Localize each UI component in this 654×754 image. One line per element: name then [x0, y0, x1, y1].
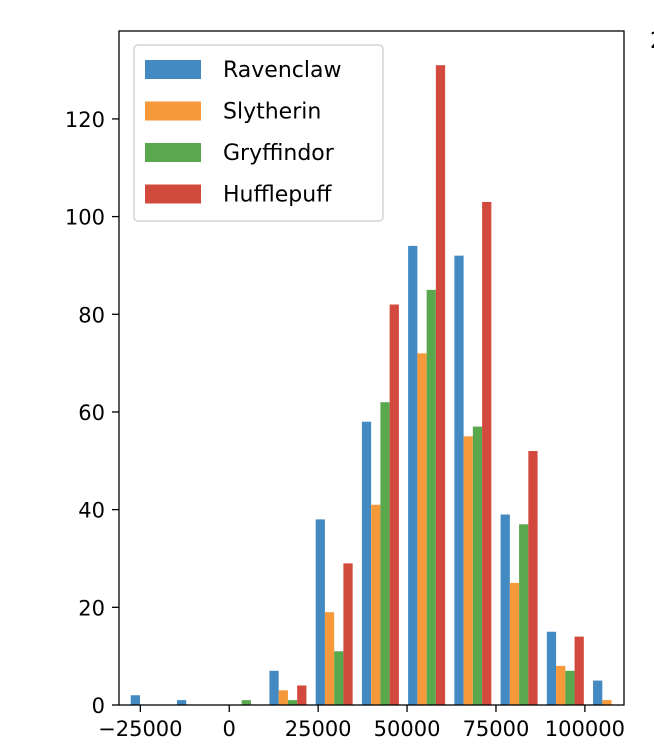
- y-tick-label: 120: [65, 108, 105, 132]
- bar-ravenclaw-8: [500, 514, 510, 705]
- bar-hufflepuff-3: [297, 685, 307, 705]
- x-tick-label: 50000: [374, 717, 441, 741]
- clipped-label: 2: [650, 29, 654, 54]
- legend-swatch-gryffindor: [145, 143, 201, 162]
- bar-ravenclaw-6: [408, 245, 418, 705]
- bar-slytherin-8: [509, 582, 520, 705]
- bar-gryffindor-3: [287, 700, 298, 705]
- legend-label-ravenclaw: Ravenclaw: [223, 58, 341, 83]
- bar-ravenclaw-4: [315, 519, 325, 705]
- bar-ravenclaw-3: [269, 670, 279, 705]
- legend-label-gryffindor: Gryffindor: [223, 141, 335, 166]
- bar-hufflepuff-7: [482, 201, 492, 706]
- x-tick-label: 75000: [463, 717, 530, 741]
- bar-hufflepuff-5: [389, 304, 399, 705]
- bar-slytherin-6: [417, 353, 427, 705]
- legend-box: [133, 44, 384, 222]
- bar-gryffindor-5: [380, 402, 390, 705]
- bar-gryffindor-7: [472, 426, 483, 705]
- x-tick-label: 100000: [545, 717, 625, 741]
- y-tick-label: 100: [65, 206, 105, 230]
- x-tick-label: 0: [223, 717, 236, 741]
- legend-swatch-hufflepuff: [145, 184, 201, 204]
- bar-hufflepuff-6: [435, 65, 446, 705]
- x-tick-label: 25000: [285, 717, 352, 741]
- legend-label-hufflepuff: Hufflepuff: [223, 183, 332, 208]
- bar-slytherin-7: [463, 436, 473, 705]
- bar-ravenclaw-0: [130, 695, 140, 705]
- bar-hufflepuff-8: [528, 451, 538, 705]
- bar-gryffindor-6: [426, 289, 436, 705]
- bar-slytherin-9: [556, 665, 566, 705]
- bar-gryffindor-2: [241, 700, 251, 705]
- bar-hufflepuff-9: [574, 636, 584, 705]
- bar-slytherin-10: [602, 700, 612, 705]
- legend-swatch-ravenclaw: [145, 60, 201, 79]
- axes-frame: [118, 30, 625, 706]
- y-axis: 0 20 40 60 80 100 120: [65, 108, 119, 718]
- y-tick-label: 60: [78, 401, 105, 425]
- bar-slytherin-5: [371, 504, 381, 705]
- bar-ravenclaw-9: [546, 631, 557, 705]
- bar-gryffindor-9: [565, 670, 575, 705]
- bar-gryffindor-4: [334, 651, 344, 705]
- legend-swatch-slytherin: [145, 101, 201, 121]
- bar-slytherin-3: [278, 690, 288, 705]
- bar-slytherin-4: [324, 612, 335, 705]
- x-tick-label: −25000: [98, 717, 182, 741]
- bar-ravenclaw-1: [176, 700, 187, 705]
- y-tick-label: 0: [92, 694, 105, 718]
- bar-hufflepuff-4: [343, 563, 353, 705]
- bar-ravenclaw-5: [361, 421, 372, 705]
- bar-ravenclaw-10: [593, 680, 603, 705]
- legend-label-slytherin: Slytherin: [223, 100, 321, 125]
- bar-gryffindor-8: [519, 524, 529, 705]
- bar-ravenclaw-7: [454, 255, 464, 705]
- legend: Ravenclaw Slytherin Gryffindor Hufflepuff: [133, 44, 384, 222]
- y-tick-label: 80: [78, 303, 105, 327]
- y-tick-label: 20: [78, 596, 105, 620]
- y-tick-label: 40: [78, 499, 105, 523]
- x-axis: −25000 0 25000 50000 75000 100000: [98, 705, 625, 741]
- bars-layer: [130, 65, 612, 706]
